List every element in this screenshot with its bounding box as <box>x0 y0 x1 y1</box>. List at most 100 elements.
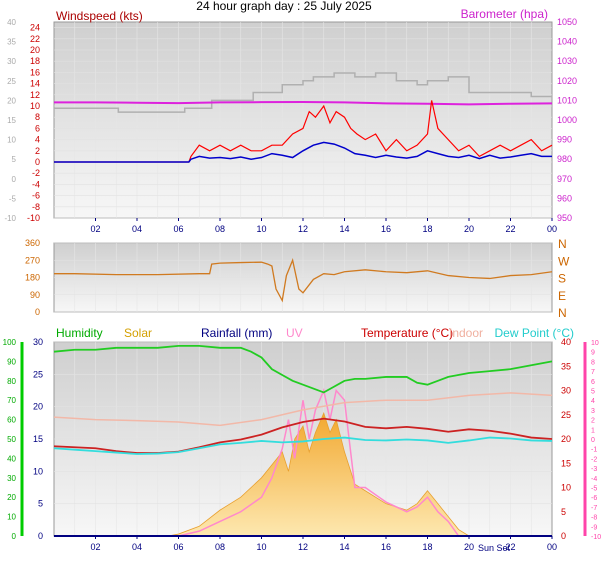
humidity-series-line <box>53 344 553 394</box>
indoor-legend: Indoor <box>449 326 483 340</box>
wind-tick-label: 2 <box>35 146 40 156</box>
uv-tick-label: 7 <box>591 369 595 376</box>
baro-tick-label: 1030 <box>557 56 577 66</box>
uv-tick-label: -5 <box>591 486 597 493</box>
humidity-tick-label: 90 <box>7 357 16 366</box>
wind-x-tick-label: 06 <box>173 224 183 234</box>
wind-x-tick-label: 04 <box>132 224 142 234</box>
wind-light-tick-label: -5 <box>9 194 17 203</box>
baro-series-line <box>54 100 553 106</box>
uv-tick-label: 6 <box>591 379 595 386</box>
uv-tick-label: 8 <box>591 359 595 366</box>
climate-x-tick-label: 16 <box>381 542 391 552</box>
climate-x-tick-label: 20 <box>464 542 474 552</box>
climate-x-tick-label: 14 <box>339 542 349 552</box>
compass-label: N <box>558 306 567 320</box>
wind-tick-label: 24 <box>30 23 40 33</box>
climate-x-tick-label: 08 <box>215 542 225 552</box>
uv-tick-label: 3 <box>591 408 595 415</box>
wind-tick-label: 8 <box>35 112 40 122</box>
direction-tick-label: 90 <box>30 290 40 300</box>
solar-tick-label: 15 <box>33 434 43 444</box>
wind-light-tick-label: 20 <box>7 96 16 105</box>
climate-x-tick-label: 04 <box>132 542 142 552</box>
baro-tick-label: 990 <box>557 135 572 145</box>
wind-light-tick-label: 40 <box>7 18 16 27</box>
baro-tick-label: 950 <box>557 213 572 223</box>
wind-tick-label: 12 <box>30 90 40 100</box>
wind-tick-label: 20 <box>30 45 40 55</box>
direction-tick-label: 360 <box>25 238 40 248</box>
baro-tick-label: 1020 <box>557 76 577 86</box>
uv-tick-label: 5 <box>591 389 595 396</box>
barometer-label: Barometer (hpa) <box>461 7 548 21</box>
wind-x-tick-label: 22 <box>505 224 515 234</box>
baro-tick-label: 980 <box>557 154 572 164</box>
solar-area <box>54 411 552 537</box>
temperature-tick-label: 40 <box>561 337 571 347</box>
temperature-tick-label: 10 <box>561 483 571 493</box>
wind-light-tick-label: 5 <box>12 155 17 164</box>
wind-series-line <box>54 100 553 163</box>
wind_avg-series-line <box>54 141 552 163</box>
uv-tick-label: 2 <box>591 418 595 425</box>
wind-tick-label: -4 <box>32 179 40 189</box>
wind-x-tick-label: 10 <box>256 224 266 234</box>
temperature-tick-label: 15 <box>561 458 571 468</box>
humidity-tick-label: 50 <box>7 435 16 444</box>
uv-tick-label: 10 <box>591 340 599 347</box>
humidity-tick-label: 60 <box>7 416 16 425</box>
wind-light-tick-label: -10 <box>4 214 16 223</box>
humidity-tick-label: 70 <box>7 396 16 405</box>
climate-x-tick-label: 22 <box>505 542 515 552</box>
uv-tick-label: -1 <box>591 447 597 454</box>
wind-tick-label: 4 <box>35 135 40 145</box>
wind-x-tick-label: 20 <box>464 224 474 234</box>
temperature-tick-label: 0 <box>561 531 566 541</box>
wind-light-tick-label: 25 <box>7 77 16 86</box>
wind-tick-label: -8 <box>32 202 40 212</box>
uv-tick-label: 1 <box>591 427 595 434</box>
solar-legend: Solar <box>124 326 152 340</box>
humidity-tick-label: 10 <box>7 513 16 522</box>
uv-tick-label: -7 <box>591 505 597 512</box>
wind-tick-label: -2 <box>32 168 40 178</box>
uv-tick-label: -9 <box>591 524 597 531</box>
uv-tick-label: -6 <box>591 495 597 502</box>
temperature-tick-label: 35 <box>561 361 571 371</box>
climate-x-tick-label: 06 <box>173 542 183 552</box>
temperature-tick-label: 20 <box>561 434 571 444</box>
humidity-tick-label: 80 <box>7 377 16 386</box>
wind-direction-series-line <box>54 258 553 303</box>
wind-x-tick-label: 16 <box>381 224 391 234</box>
uv-tick-label: -10 <box>591 534 601 541</box>
wind-x-tick-label: 02 <box>90 224 100 234</box>
sunset-label: Sun Set <box>478 543 511 553</box>
solar-tick-label: 5 <box>38 499 43 509</box>
wind-x-tick-label: 12 <box>298 224 308 234</box>
temperature-tick-label: 5 <box>561 507 566 517</box>
humidity-tick-label: 100 <box>3 338 17 347</box>
baro-tick-label: 970 <box>557 174 572 184</box>
uv-tick-label: 4 <box>591 398 595 405</box>
baro-tick-label: 960 <box>557 193 572 203</box>
compass-label: W <box>558 254 570 268</box>
climate-x-tick-label: 02 <box>90 542 100 552</box>
wind-tick-label: -6 <box>32 191 40 201</box>
direction-tick-label: 270 <box>25 255 40 265</box>
wind-tick-label: 10 <box>30 101 40 111</box>
wind-x-tick-label: 14 <box>339 224 349 234</box>
uv-tick-label: -3 <box>591 466 597 473</box>
direction-tick-label: 180 <box>25 273 40 283</box>
baro-tick-label: 1000 <box>557 115 577 125</box>
uv-legend: UV <box>286 326 303 340</box>
wind-tick-label: 14 <box>30 79 40 89</box>
temperature-tick-label: 25 <box>561 410 571 420</box>
direction-tick-label: 0 <box>35 307 40 317</box>
climate-x-tick-label: 12 <box>298 542 308 552</box>
wind-x-tick-label: 08 <box>215 224 225 234</box>
